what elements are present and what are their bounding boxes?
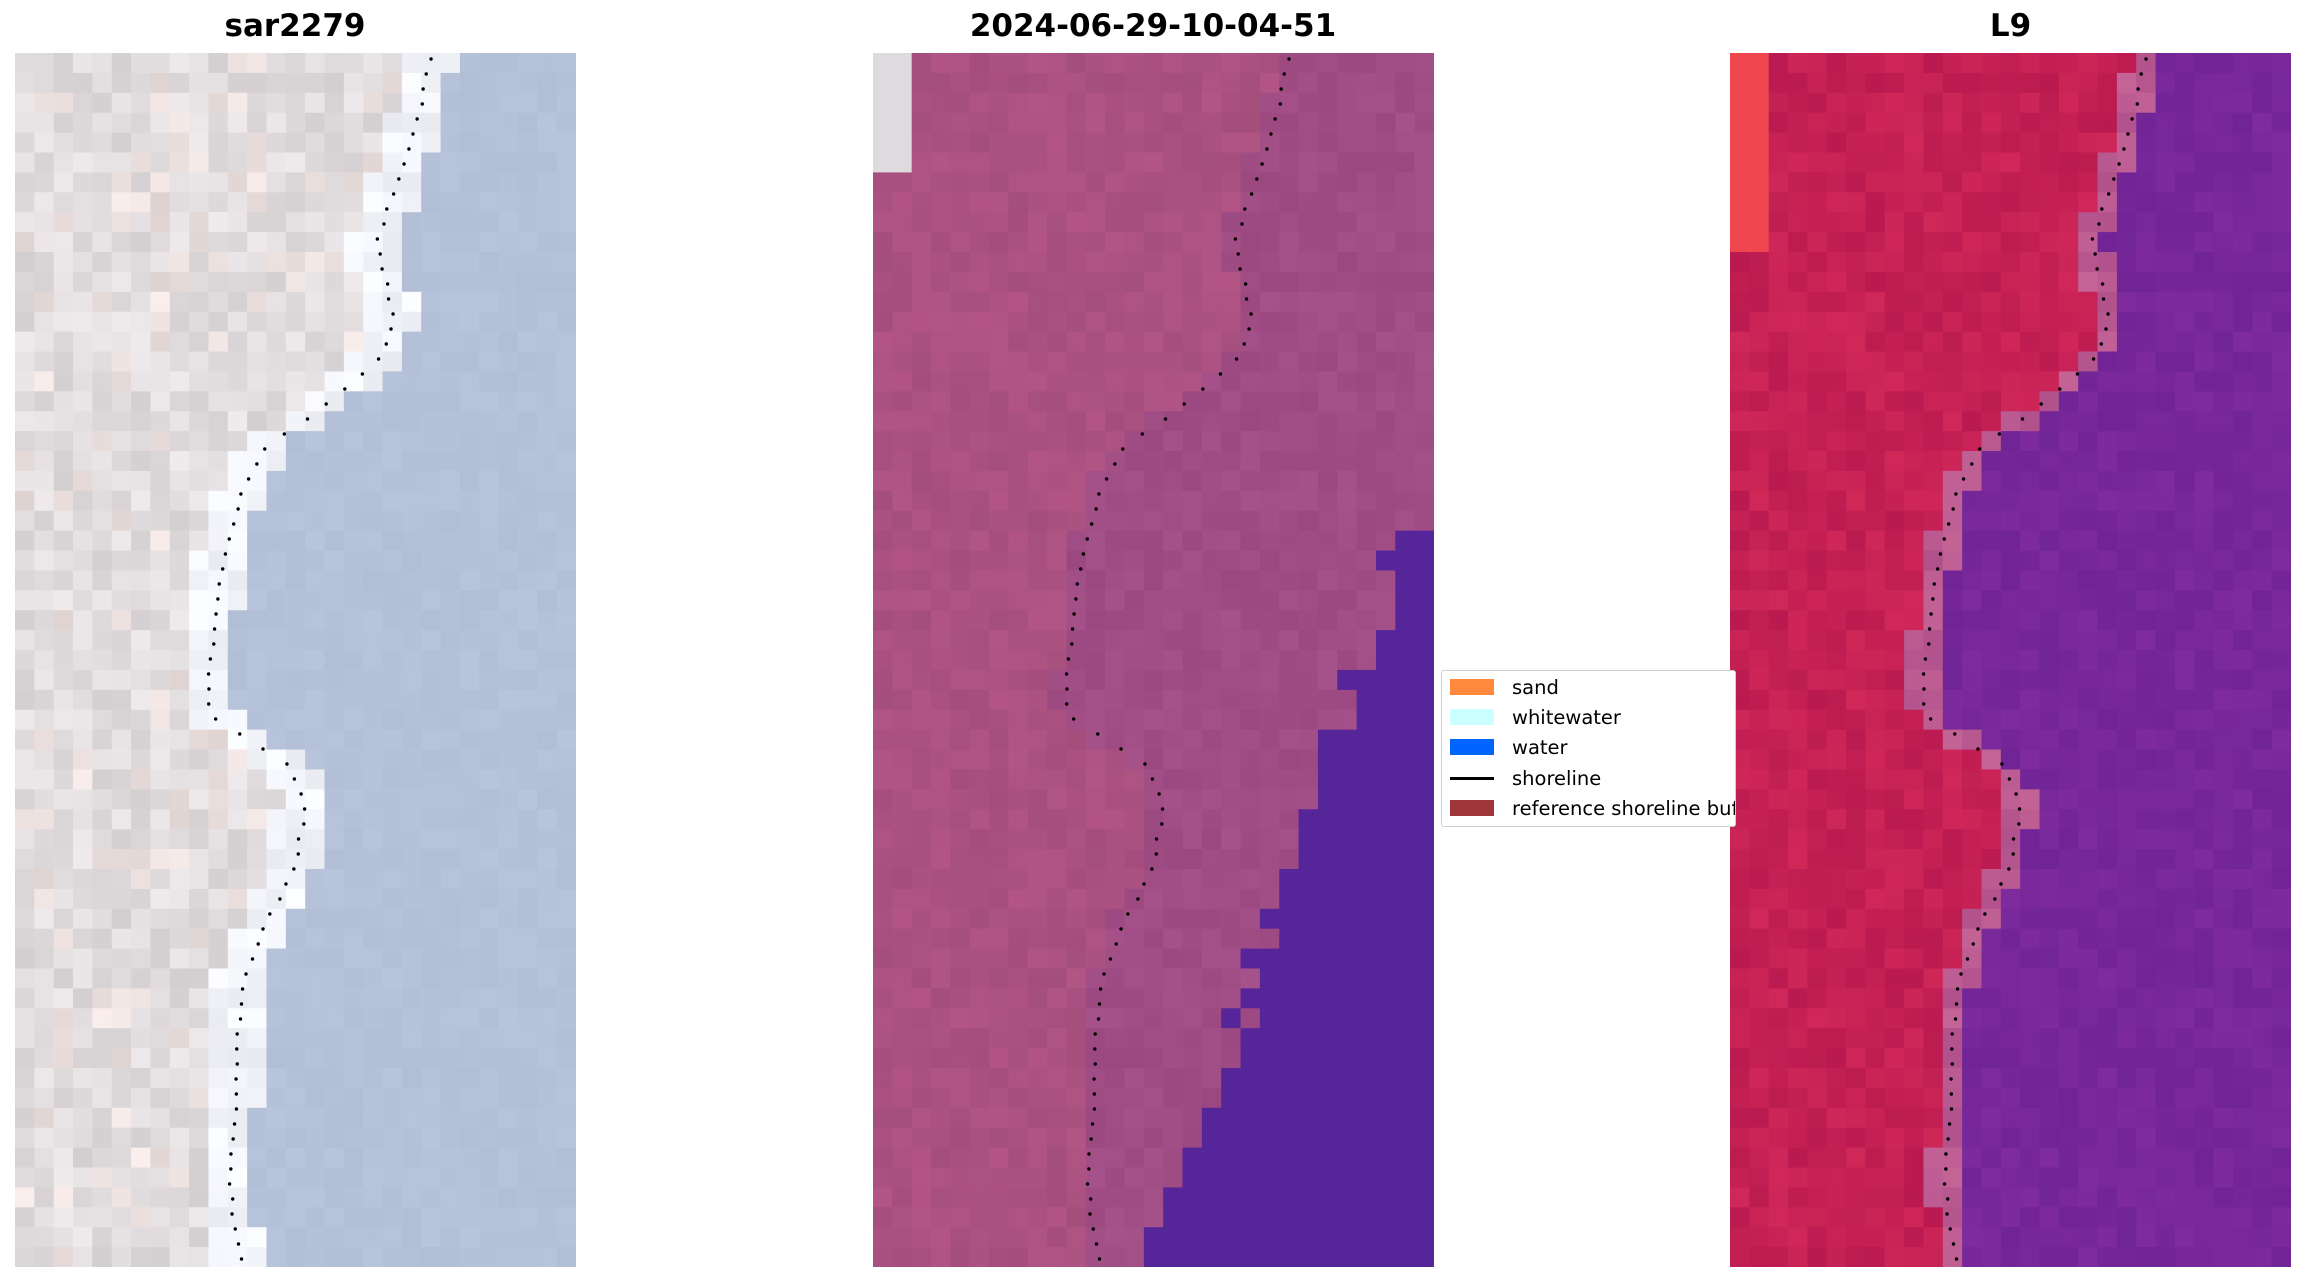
index-image — [1730, 53, 2291, 1267]
satellite-rgb-image — [15, 53, 576, 1267]
classified-image — [873, 53, 1434, 1267]
image-panel-classified — [873, 53, 1434, 1267]
shoreline-dots — [1064, 57, 1291, 1261]
shoreline-dots — [1921, 57, 2148, 1261]
panel-title-center: 2024-06-29-10-04-51 — [969, 8, 1337, 44]
legend-item-whitewater: whitewater — [1450, 704, 1621, 730]
sand-swatch — [1450, 679, 1494, 695]
image-panel-rgb — [15, 53, 576, 1267]
water-swatch — [1450, 739, 1494, 755]
legend-label: whitewater — [1512, 705, 1621, 729]
legend-label: reference shoreline buffer — [1512, 796, 1736, 820]
panel-title-right: L9 — [1989, 8, 2032, 44]
legend-item-reference-buffer: reference shoreline buffer — [1450, 795, 1736, 821]
panel-title-left: sar2279 — [224, 8, 366, 44]
shoreline-line-icon — [1450, 776, 1494, 780]
whitewater-swatch — [1450, 709, 1494, 725]
legend-label: sand — [1512, 675, 1559, 699]
reference-buffer-swatch — [1450, 800, 1494, 816]
image-panel-index — [1730, 53, 2291, 1267]
legend-item-sand: sand — [1450, 674, 1559, 700]
legend-label: water — [1512, 735, 1568, 759]
legend-label: shoreline — [1512, 766, 1602, 790]
legend-item-water: water — [1450, 734, 1568, 760]
legend: sand whitewater water shoreline referenc… — [1441, 670, 1736, 827]
shoreline-dots — [206, 57, 433, 1261]
legend-item-shoreline: shoreline — [1450, 765, 1601, 791]
